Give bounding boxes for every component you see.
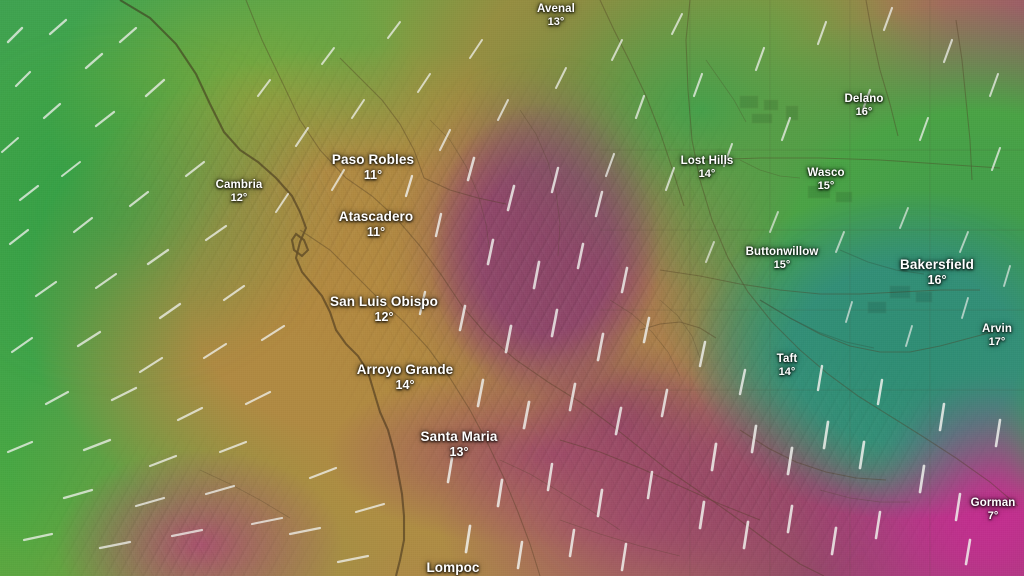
city-name: Cambria bbox=[215, 179, 263, 191]
city-label-cambria[interactable]: Cambria 12° bbox=[216, 178, 263, 205]
city-temperature: 11° bbox=[363, 168, 383, 183]
water-features bbox=[759, 249, 925, 349]
city-temperature: 14° bbox=[778, 366, 796, 379]
city-name: Santa Maria bbox=[420, 429, 498, 444]
city-name: Delano bbox=[844, 93, 884, 105]
city-temperature: 13° bbox=[547, 16, 565, 29]
city-temperature: 13° bbox=[449, 445, 469, 460]
city-temperature: 16° bbox=[927, 273, 947, 288]
city-label-avenal[interactable]: Avenal 13° bbox=[537, 2, 575, 29]
city-temperature: 14° bbox=[698, 168, 716, 181]
city-label-lost-hills[interactable]: Lost Hills 14° bbox=[681, 154, 734, 181]
city-label-buttonwillow[interactable]: Buttonwillow 15° bbox=[746, 245, 819, 272]
city-name: Wasco bbox=[807, 167, 845, 179]
city-name: Arroyo Grande bbox=[356, 362, 454, 377]
city-label-arroyo-grande[interactable]: Arroyo Grande 14° bbox=[357, 362, 454, 394]
wind-streak-group-land-north bbox=[257, 6, 1001, 213]
city-label-delano[interactable]: Delano 16° bbox=[845, 92, 884, 119]
city-label-lompoc[interactable]: Lompoc bbox=[426, 560, 479, 576]
city-label-paso-robles[interactable]: Paso Robles 11° bbox=[332, 152, 414, 184]
city-name: San Luis Obispo bbox=[329, 294, 439, 309]
city-temperature: 17° bbox=[988, 336, 1006, 349]
city-name: Lost Hills bbox=[680, 155, 734, 167]
city-name: Atascadero bbox=[338, 209, 414, 224]
city-name: Bakersfield bbox=[900, 257, 974, 272]
city-temperature: 11° bbox=[366, 225, 386, 240]
wind-streak-group-valley bbox=[705, 207, 1011, 347]
city-name: Buttonwillow bbox=[745, 246, 819, 258]
city-temperature: 15° bbox=[817, 180, 835, 193]
city-name: Taft bbox=[776, 353, 798, 365]
city-temperature: 7° bbox=[987, 510, 999, 523]
city-name: Avenal bbox=[537, 3, 575, 15]
city-label-taft[interactable]: Taft 14° bbox=[777, 352, 798, 379]
city-label-santa-maria[interactable]: Santa Maria 13° bbox=[421, 429, 498, 461]
city-label-arvin[interactable]: Arvin 17° bbox=[982, 322, 1012, 349]
city-label-bakersfield[interactable]: Bakersfield 16° bbox=[900, 257, 974, 289]
roads-and-highways bbox=[245, 0, 1019, 576]
city-temperature: 15° bbox=[773, 259, 791, 272]
wind-streak-group-south bbox=[446, 364, 1002, 572]
county-grid-lines bbox=[600, 0, 1024, 576]
city-temperature: 16° bbox=[855, 106, 873, 119]
wind-streak-group-ocean bbox=[1, 18, 386, 564]
wind-streak-group-mountains bbox=[404, 156, 747, 436]
city-name: Arvin bbox=[982, 323, 1012, 335]
city-name: Gorman bbox=[970, 497, 1016, 509]
city-label-san-luis-obispo[interactable]: San Luis Obispo 12° bbox=[330, 294, 438, 326]
field-parcels bbox=[739, 95, 933, 314]
coastline-path bbox=[119, 0, 406, 576]
city-temperature: 14° bbox=[395, 378, 415, 393]
minor-terrain-lines bbox=[199, 59, 910, 557]
city-name: Lompoc bbox=[426, 560, 480, 575]
city-temperature: 12° bbox=[230, 192, 248, 205]
city-label-atascadero[interactable]: Atascadero 11° bbox=[339, 209, 414, 241]
city-temperature: 12° bbox=[374, 310, 394, 325]
city-label-wasco[interactable]: Wasco 15° bbox=[807, 166, 844, 193]
city-label-gorman[interactable]: Gorman 7° bbox=[971, 496, 1016, 523]
city-name: Paso Robles bbox=[331, 152, 415, 167]
